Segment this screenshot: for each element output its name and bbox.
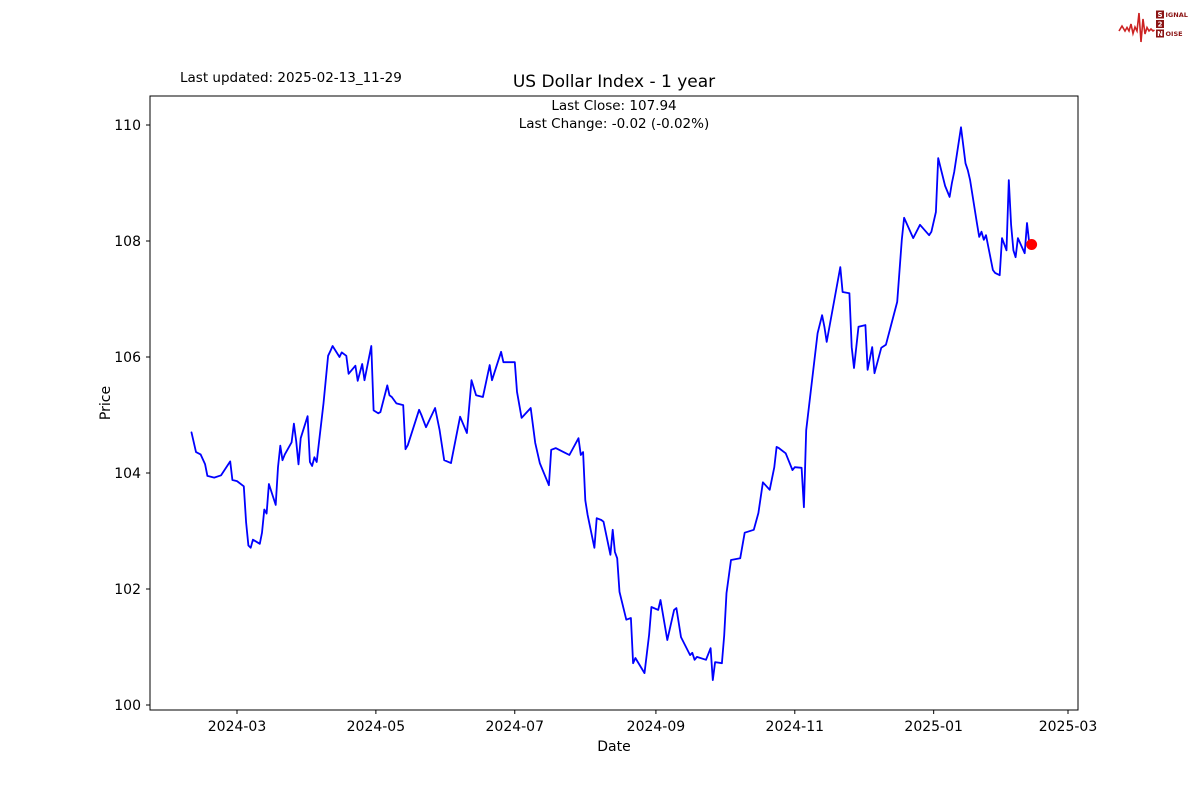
y-tick-label: 104 <box>114 466 141 482</box>
last-updated-text: Last updated: 2025-02-13_11-29 <box>180 70 402 86</box>
chart-subtitle-last-close: Last Close: 107.94 <box>551 98 677 114</box>
svg-text:S: S <box>1157 11 1162 19</box>
x-tick-label: 2024-05 <box>347 719 406 735</box>
chart-title: US Dollar Index - 1 year <box>512 72 716 92</box>
y-tick-label: 106 <box>114 350 141 366</box>
y-tick-label: 102 <box>114 582 141 598</box>
y-tick-label: 110 <box>114 118 141 134</box>
last-close-marker <box>1026 239 1038 250</box>
x-tick-label: 2024-03 <box>208 719 267 735</box>
x-tick-label: 2024-07 <box>486 719 545 735</box>
ecg-waveform-icon <box>1118 12 1155 43</box>
svg-text:N: N <box>1157 30 1163 38</box>
price-line <box>190 126 1033 681</box>
plot-border <box>149 95 1079 711</box>
svg-text:2: 2 <box>1158 21 1163 29</box>
x-axis-label: Date <box>597 739 631 755</box>
chart-subtitle-last-change: Last Change: -0.02 (-0.02%) <box>518 116 710 132</box>
x-tick-label: 2025-01 <box>904 719 963 735</box>
signal2noise-logo: S IGNAL 2 N OISE <box>1118 10 1188 43</box>
y-tick-label: 108 <box>114 234 141 250</box>
svg-text:OISE: OISE <box>1166 30 1183 38</box>
x-tick-label: 2024-09 <box>627 719 686 735</box>
logo-text: S IGNAL 2 N OISE <box>1156 10 1188 38</box>
y-tick-label: 100 <box>114 698 141 714</box>
x-tick-label: 2024-11 <box>766 719 825 735</box>
svg-text:IGNAL: IGNAL <box>1166 11 1188 19</box>
x-tick-label: 2025-03 <box>1039 719 1098 735</box>
